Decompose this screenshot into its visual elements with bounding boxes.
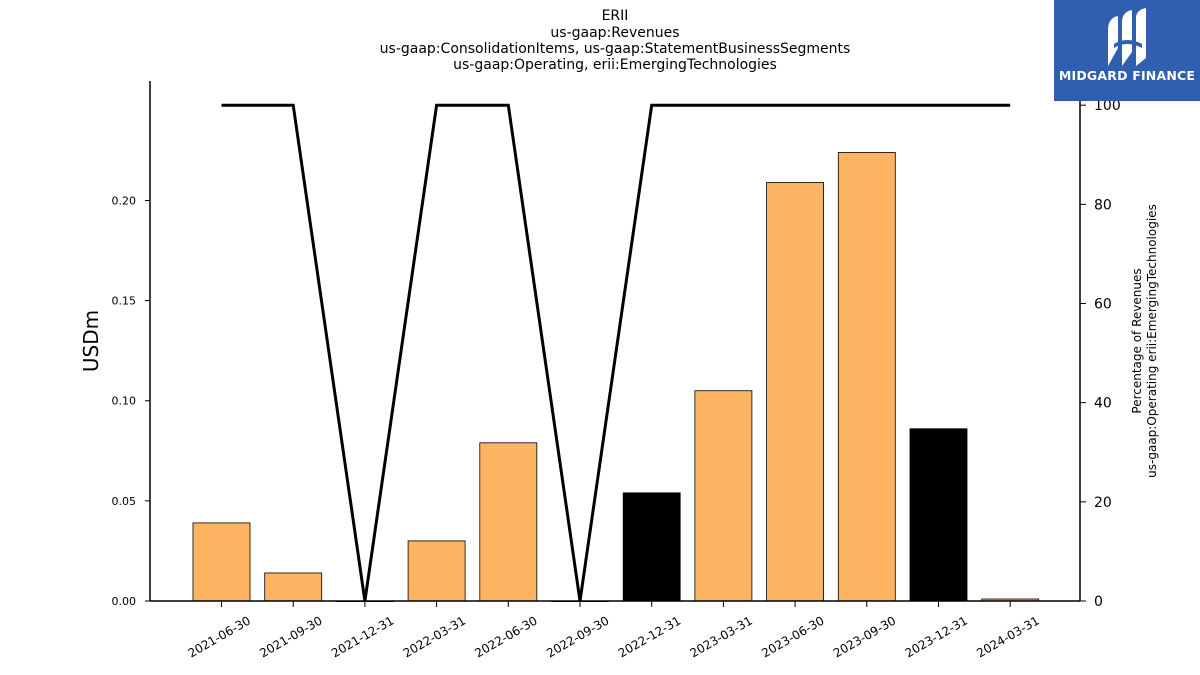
bar-2023-03-31 [694, 390, 753, 602]
bar-2022-03-31 [407, 540, 466, 602]
midgard-logo-icon [1108, 8, 1146, 66]
chart-title-line-3: us-gaap:ConsolidationItems, us-gaap:Stat… [380, 41, 851, 57]
x-tick-label: 2023-06-30 [759, 613, 826, 660]
midgard-finance-logo: MIDGARD FINANCE [1054, 0, 1200, 101]
bar-2021-09-30 [264, 572, 323, 602]
bar-2022-12-31 [622, 492, 681, 602]
x-tick-label: 2023-09-30 [831, 613, 898, 660]
y2-tick-label: 0 [1094, 594, 1103, 610]
y-tick-label: 0.10 [112, 395, 137, 408]
x-axis-ticks: 2021-06-30 2021-09-30 2021-12-31 2022-03-31… [186, 601, 1042, 660]
plot-frame [149, 81, 1081, 602]
x-tick-label: 2022-09-30 [544, 613, 611, 660]
bar-2023-09-30 [837, 152, 896, 602]
chart-title-line-1: ERII [602, 8, 629, 24]
x-tick-label: 2022-06-30 [472, 613, 539, 660]
x-tick-label: 2021-06-30 [186, 613, 253, 660]
y2-tick-label: 100 [1094, 98, 1121, 114]
y-tick-label: 0.00 [112, 595, 137, 608]
bar-2022-06-30 [479, 442, 538, 602]
percentage-line-series [221, 103, 1011, 602]
x-tick-label: 2021-09-30 [257, 613, 324, 660]
bar-series [192, 152, 1040, 602]
x-tick-label: 2023-12-31 [903, 613, 970, 660]
y2-tick-label: 80 [1094, 197, 1112, 213]
chart-title: ERII us-gaap:Revenues us-gaap:Consolidat… [380, 8, 851, 73]
y2-tick-label: 40 [1094, 396, 1112, 412]
bar-2023-06-30 [766, 182, 824, 602]
y2-tick-label: 60 [1094, 297, 1112, 313]
y2-tick-label: 20 [1094, 495, 1112, 511]
bar-2023-12-31 [909, 428, 968, 602]
x-tick-label: 2023-03-31 [687, 613, 754, 660]
x-tick-label: 2022-12-31 [616, 613, 683, 660]
y-tick-label: 0.05 [112, 495, 137, 508]
y-axis-label: USDm [79, 310, 103, 372]
left-y-axis-ticks: 0.00 0.05 0.10 0.15 0.20 [112, 194, 150, 608]
y2-axis-label-line-1: Percentage of Revenues [1130, 268, 1144, 413]
x-tick-label: 2021-12-31 [329, 613, 396, 660]
y2-axis-label-line-2: us-gaap:Operating erii:EmergingTechnolog… [1145, 204, 1159, 478]
y-tick-label: 0.20 [112, 194, 137, 207]
logo-text: MIDGARD FINANCE [1058, 68, 1196, 83]
bar-2021-06-30 [192, 522, 251, 602]
x-tick-label: 2022-03-31 [401, 613, 468, 660]
percentage-line [221, 103, 1011, 602]
right-y-axis-ticks: 0 20 40 60 80 100 [1080, 98, 1121, 610]
y-tick-label: 0.15 [112, 295, 137, 308]
x-tick-label: 2024-03-31 [974, 613, 1041, 660]
chart-title-line-2: us-gaap:Revenues [550, 25, 679, 41]
chart-title-line-4: us-gaap:Operating, erii:EmergingTechnolo… [453, 57, 777, 73]
